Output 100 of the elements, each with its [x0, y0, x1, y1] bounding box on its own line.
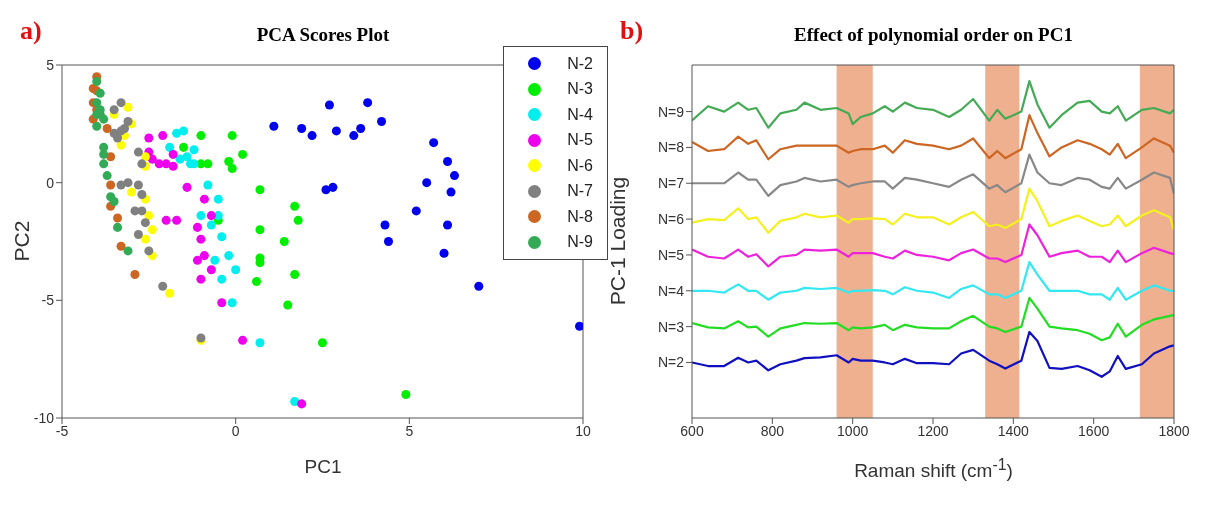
point — [113, 222, 123, 232]
point — [443, 220, 453, 230]
y-tick-label: N=3 — [657, 318, 685, 335]
point — [203, 159, 213, 169]
point — [130, 269, 140, 279]
point — [123, 178, 133, 188]
y-tick-label: N=2 — [657, 354, 685, 371]
point — [123, 246, 133, 256]
point — [380, 220, 390, 230]
point — [349, 131, 359, 141]
point — [102, 124, 112, 134]
y-axis-title: PC2 — [10, 220, 34, 262]
x-tick-label: 0 — [231, 422, 240, 439]
y-tick-label: N=7 — [657, 175, 685, 192]
x-tick-label: 1800 — [1158, 422, 1190, 439]
point — [297, 124, 307, 134]
point — [231, 265, 241, 275]
point — [165, 288, 175, 298]
point — [158, 281, 168, 291]
line-series — [692, 153, 1174, 197]
point — [161, 215, 171, 225]
point — [137, 206, 147, 216]
point — [133, 147, 143, 157]
point — [227, 164, 237, 174]
point — [224, 251, 234, 261]
x-tick-label: 600 — [680, 422, 704, 439]
y-tick-label: N=9 — [657, 103, 685, 120]
line-series — [692, 114, 1174, 161]
point — [422, 178, 432, 188]
point — [203, 180, 213, 190]
point — [377, 116, 387, 126]
line-series — [692, 261, 1174, 301]
point — [290, 201, 300, 211]
point — [196, 211, 206, 221]
point — [255, 338, 265, 348]
text: b) — [620, 16, 644, 46]
point — [199, 251, 209, 261]
point — [251, 277, 262, 287]
point — [217, 232, 227, 242]
point — [179, 142, 189, 152]
point — [443, 156, 453, 166]
y-axis-title: PC-1 Loading — [606, 176, 630, 306]
point — [179, 126, 189, 136]
point — [283, 300, 293, 310]
point — [439, 248, 449, 258]
point — [140, 218, 150, 228]
point — [113, 133, 123, 143]
x-tick-label: 1400 — [997, 422, 1030, 439]
point — [196, 274, 206, 284]
point — [133, 229, 143, 239]
point — [363, 98, 373, 108]
legend-label: N-4 — [567, 105, 593, 124]
point — [120, 124, 130, 134]
point — [307, 131, 317, 141]
text: a) — [20, 16, 42, 46]
legend-label: N-3 — [567, 80, 593, 99]
point — [210, 255, 220, 265]
point — [227, 131, 237, 141]
x-axis-title: Raman shift (cm$^{-1}$) — [853, 456, 1014, 483]
point — [238, 335, 248, 345]
x-tick-label: 5 — [405, 422, 414, 439]
line-series — [692, 80, 1174, 129]
point — [192, 255, 202, 265]
point — [575, 321, 583, 331]
point — [140, 234, 150, 244]
y-tick-label: N=5 — [657, 246, 685, 263]
point — [383, 236, 394, 247]
point — [147, 225, 157, 235]
point — [192, 222, 202, 232]
x-tick-label: 1200 — [917, 422, 949, 439]
point — [189, 145, 199, 155]
point — [411, 206, 421, 216]
y-tick-label: N=6 — [657, 211, 685, 228]
legend-label: N-9 — [567, 233, 593, 252]
point — [109, 105, 119, 115]
point — [116, 98, 126, 108]
point — [116, 241, 126, 251]
point — [123, 102, 133, 112]
point — [449, 171, 459, 181]
x-tick-label: 800 — [760, 422, 785, 439]
point — [144, 133, 154, 143]
point — [401, 389, 411, 399]
point — [290, 397, 300, 407]
point — [206, 265, 216, 275]
point — [331, 126, 341, 136]
point — [172, 128, 182, 138]
point — [137, 189, 147, 199]
point — [144, 246, 154, 256]
point — [217, 274, 227, 284]
point — [116, 140, 126, 150]
legend-label: N-6 — [567, 156, 593, 175]
x-axis-title: PC1 — [303, 456, 343, 478]
point — [165, 142, 175, 152]
chart-title: Effect of polynomial order on PC1 — [793, 24, 1074, 46]
point — [92, 76, 102, 86]
point — [227, 298, 237, 308]
point — [92, 98, 102, 108]
line-series — [692, 187, 1174, 234]
point — [293, 215, 303, 225]
point — [182, 182, 192, 192]
